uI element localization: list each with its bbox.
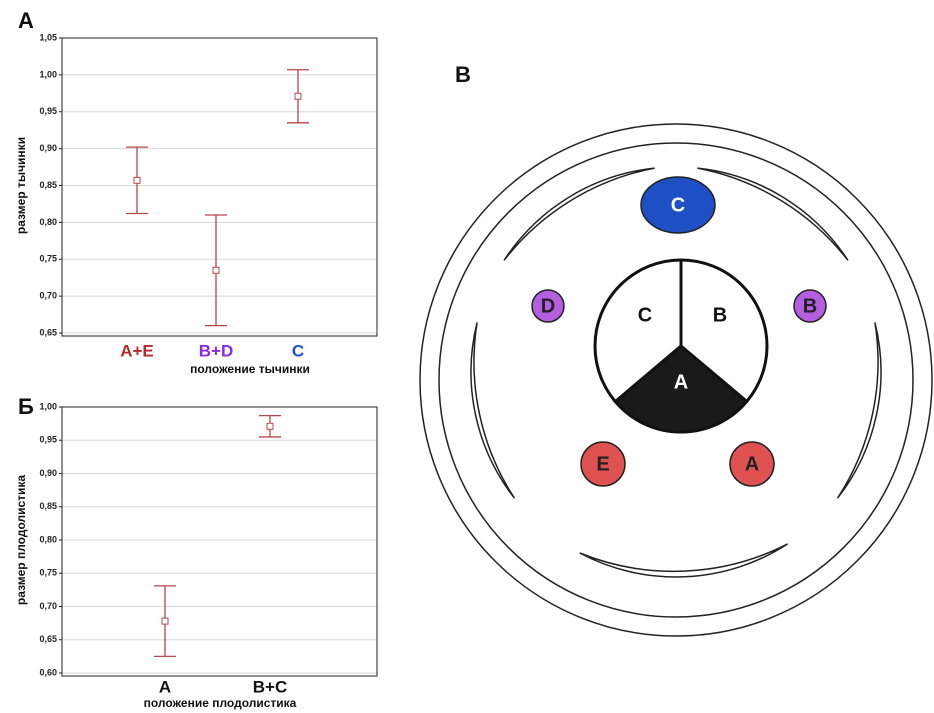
y-tick-label: 0,65 [39,634,57,644]
mean-marker [212,266,220,274]
stamen-label: A [745,453,759,475]
mean-marker [133,176,141,184]
y-tick-label: 0,60 [39,667,57,677]
x-tick-label: A [159,677,171,696]
panel-label: А [18,8,34,33]
stamen-label: E [596,453,609,475]
y-axis-label: размер тычинки [14,137,28,234]
y-tick-label: 0,90 [39,143,57,153]
petal [470,322,516,499]
stamen [793,289,827,323]
x-axis-label: положение плодолистика [144,696,297,710]
carpel-label: A [674,371,688,393]
stamen [531,289,565,323]
carpel-a [613,344,749,434]
x-axis-label: положение тычинки [190,362,310,376]
stamen [580,441,626,487]
petal [503,167,655,261]
mean-marker [294,92,302,100]
stamen [640,176,716,234]
y-tick-label: 0,65 [39,327,57,337]
y-tick-label: 0,80 [39,534,57,544]
y-tick-label: 0,75 [39,568,57,578]
y-tick-label: 1,00 [39,69,57,79]
y-tick-label: 0,95 [39,106,57,116]
panel-label: В [455,62,471,87]
stamen-label: D [541,295,555,317]
y-tick-label: 1,00 [39,401,57,411]
y-tick-label: 0,90 [39,468,57,478]
stamen-label: B [803,295,817,317]
plot-frame [61,37,378,337]
outer-whorl [419,123,933,637]
petal [697,167,849,261]
petal [579,543,789,578]
panel-label: Б [18,394,34,419]
y-tick-label: 0,80 [39,217,57,227]
mean-marker [161,617,169,625]
inner-whorl [438,142,914,618]
petal [836,322,882,499]
mean-marker [266,422,274,430]
y-tick-label: 0,70 [39,601,57,611]
y-tick-label: 1,05 [39,32,57,42]
y-tick-label: 0,95 [39,435,57,445]
y-axis-label: размер плодолистика [14,475,28,605]
stamen-label: C [671,194,685,216]
y-tick-label: 0,70 [39,291,57,301]
x-tick-label: B+C [253,677,287,696]
y-tick-label: 0,85 [39,180,57,190]
plot-frame [61,406,378,677]
stamen [729,441,775,487]
y-tick-label: 0,75 [39,254,57,264]
y-tick-label: 0,85 [39,501,57,511]
carpel-label: C [638,304,652,326]
carpel-label: B [713,304,727,326]
x-tick-label: B+D [199,341,233,360]
flower-diagram: В C B A C D B E A [419,62,933,637]
x-tick-label: A+E [120,341,154,360]
x-tick-label: C [292,341,304,360]
